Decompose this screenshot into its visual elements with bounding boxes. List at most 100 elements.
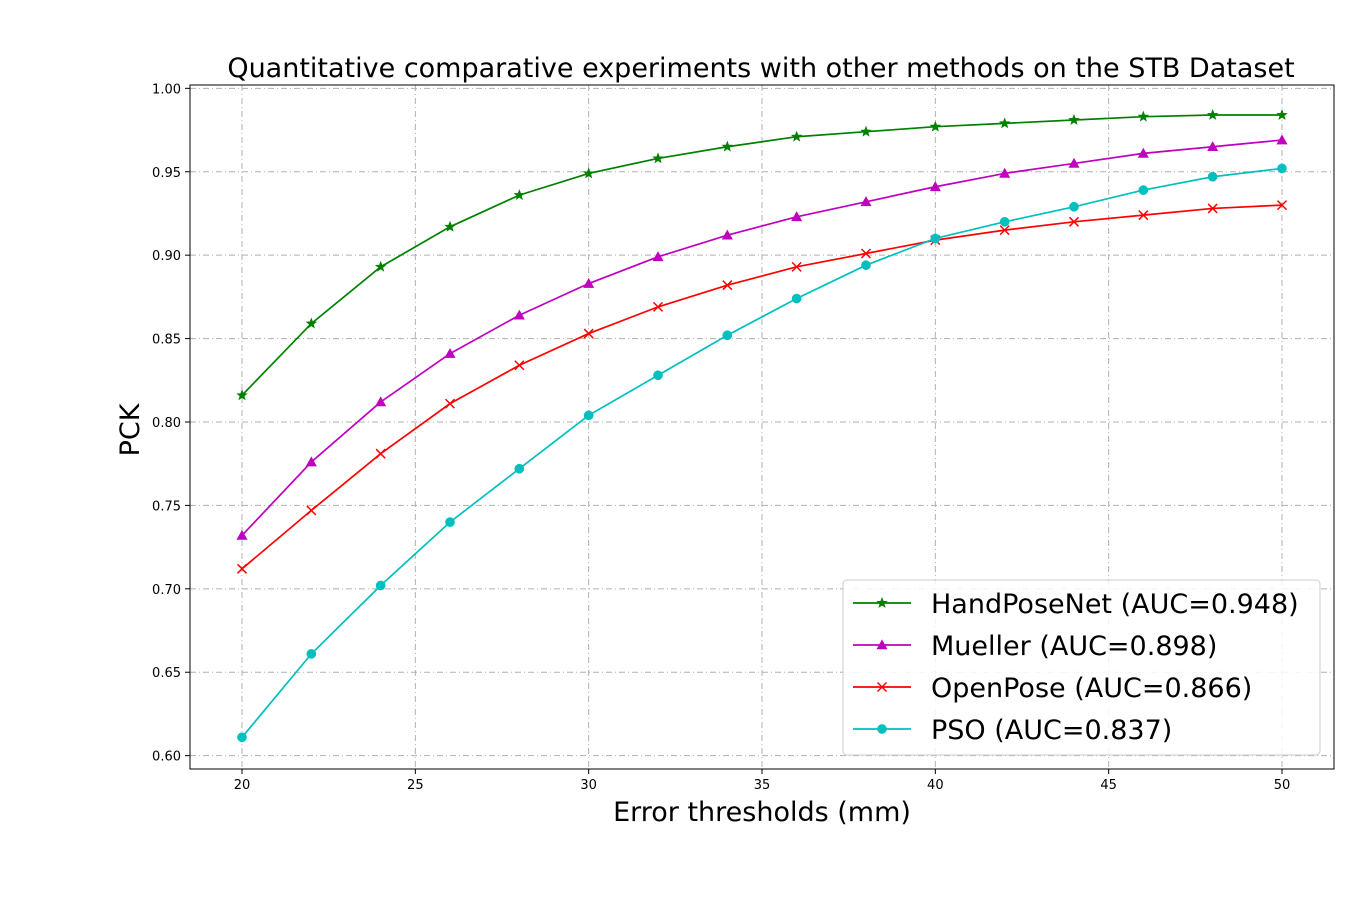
series-line [241,139,1283,537]
data-point [721,229,733,240]
x-marker-stroke [514,360,525,371]
series-line [241,114,1282,396]
x-marker-stroke [999,225,1010,236]
data-point [929,120,942,132]
x-marker-stroke [791,261,802,272]
data-point [860,196,872,207]
series-line [241,167,1283,738]
data-point [999,225,1010,236]
data-point [236,529,248,540]
data-point [1206,108,1219,120]
data-point [929,181,941,192]
data-point [652,251,664,262]
data-point [861,260,871,271]
y-tick-label: 0.90 [152,249,181,264]
data-point [1277,163,1287,174]
data-point [1207,171,1218,182]
data-point [445,517,455,527]
grid-lines [190,85,1334,769]
data-point [860,248,872,259]
x-tick-label: 30 [580,778,597,793]
data-point [444,220,456,232]
y-tick-label: 0.75 [152,499,181,514]
x-marker-stroke [860,248,872,259]
x-tick-label: 25 [407,778,424,793]
data-point [1276,200,1288,211]
legend: HandPoseNet (AUC=0.948) Mueller (AUC=0.89… [842,579,1321,756]
data-point [375,396,387,407]
legend-entry-label: OpenPose (AUC=0.866) [931,673,1252,704]
data-point [1207,141,1219,152]
x-marker-stroke [306,505,317,516]
x-marker-stroke [1276,200,1288,211]
data-point [513,189,526,200]
data-point [583,277,595,288]
data-point [305,317,318,329]
data-point [1137,110,1150,122]
data-point [583,410,594,421]
series-star [236,108,1288,401]
data-point [653,370,663,381]
y-tick-label: 0.60 [152,750,181,765]
data-point [652,152,664,164]
data-point [305,456,317,467]
data-point [514,463,525,474]
data-point [1068,113,1080,125]
data-point [236,389,248,401]
x-marker-stroke [1068,216,1080,227]
x-tick-label: 45 [1100,778,1117,793]
data-point [722,330,733,341]
data-point [999,167,1011,178]
data-point [1138,210,1149,221]
data-point [999,216,1010,227]
y-tick-label: 1.00 [152,82,181,97]
legend-box [842,579,1321,756]
legend-swatch-marker [876,681,888,693]
data-point [721,140,734,152]
data-point [514,360,525,371]
data-point [1069,201,1079,212]
x-marker-stroke [583,328,594,339]
legend-entry-label: PSO (AUC=0.837) [931,715,1172,746]
data-point [791,211,803,222]
x-tick-label: 40 [927,778,944,793]
series-lines [236,108,1288,743]
y-tick-label: 0.70 [152,583,181,598]
y-tick-label: 0.65 [152,666,181,681]
legend-swatch-marker [876,596,888,608]
x-marker-stroke [375,448,386,459]
chart-title: Quantitative comparative experiments wit… [227,53,1294,84]
series-line [241,204,1283,570]
axis-ticks: 20 25 30 35 40 45 50 0.60 0.65 0.70 0.75 0.80 0.85 0.… [152,82,1290,793]
data-point [1276,108,1288,120]
series-circle [237,163,1287,743]
y-axis-label: PCK [115,402,146,456]
x-marker-stroke [652,301,664,312]
x-marker-stroke [236,563,248,574]
data-point [1138,185,1149,195]
data-point [306,505,317,516]
data-point [582,167,595,179]
x-marker-stroke [1138,210,1149,221]
data-point [513,309,525,320]
data-point [791,261,802,272]
x-axis-label: Error thresholds (mm) [613,797,911,828]
data-point [1207,203,1218,214]
legend-entry-label: HandPoseNet (AUC=0.948) [931,589,1299,620]
data-point [722,280,733,291]
x-marker-stroke [444,398,456,409]
data-point [790,130,803,142]
data-point [1068,157,1080,168]
data-point [375,580,386,591]
series-triangle [236,134,1288,540]
legend-swatch-marker [877,724,887,734]
x-marker-stroke [722,280,733,291]
x-tick-label: 50 [1274,778,1291,793]
data-point [998,117,1011,129]
data-point [1276,134,1288,145]
x-tick-label: 20 [234,778,251,793]
data-point [237,732,247,743]
data-point [306,649,317,659]
